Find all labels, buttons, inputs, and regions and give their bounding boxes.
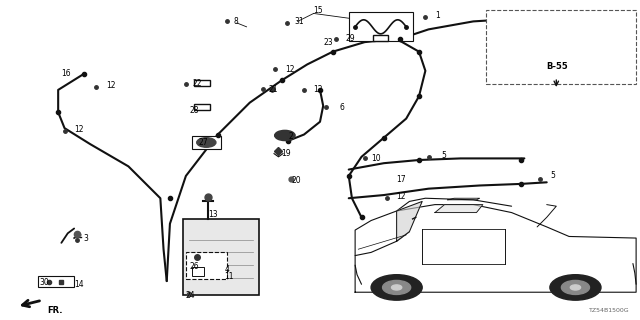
Text: B-55: B-55	[547, 62, 568, 71]
Text: 14: 14	[74, 280, 84, 289]
Circle shape	[275, 130, 295, 140]
Text: 28: 28	[189, 106, 198, 115]
Text: 12: 12	[397, 192, 406, 201]
Text: 26: 26	[189, 262, 198, 271]
Text: 4: 4	[224, 265, 229, 275]
Text: 16: 16	[61, 69, 71, 78]
Circle shape	[550, 275, 601, 300]
Text: 19: 19	[282, 149, 291, 158]
Circle shape	[196, 138, 216, 147]
Circle shape	[561, 280, 589, 294]
Text: FR.: FR.	[47, 306, 63, 315]
Text: 6: 6	[339, 103, 344, 112]
Circle shape	[570, 285, 580, 290]
Bar	[192, 136, 221, 149]
Text: 3: 3	[84, 234, 88, 243]
Bar	[486, 10, 636, 84]
Text: 12: 12	[314, 85, 323, 94]
Bar	[349, 12, 413, 41]
Circle shape	[371, 275, 422, 300]
Text: 5: 5	[550, 172, 555, 180]
Bar	[38, 276, 74, 287]
Bar	[194, 80, 209, 86]
Text: 27: 27	[198, 138, 208, 147]
Bar	[194, 104, 209, 110]
Text: 12: 12	[74, 125, 84, 134]
Text: 8: 8	[234, 17, 239, 26]
Text: 30: 30	[39, 278, 49, 287]
Text: 2: 2	[288, 132, 293, 140]
Text: 21: 21	[269, 85, 278, 94]
Text: 31: 31	[294, 17, 304, 26]
Text: TZ54B1500G: TZ54B1500G	[589, 308, 630, 313]
Text: 13: 13	[208, 210, 218, 219]
Text: 17: 17	[397, 175, 406, 184]
Text: 23: 23	[323, 38, 333, 47]
Text: 22: 22	[192, 79, 202, 88]
Text: 12: 12	[106, 81, 116, 90]
Text: 15: 15	[314, 6, 323, 15]
Circle shape	[383, 280, 411, 294]
Polygon shape	[397, 201, 422, 241]
Polygon shape	[435, 204, 483, 212]
Text: 20: 20	[291, 176, 301, 185]
Bar	[182, 219, 259, 295]
Text: 11: 11	[224, 272, 234, 281]
Bar	[192, 268, 204, 276]
Text: 5: 5	[442, 151, 446, 160]
Bar	[373, 36, 388, 41]
Bar	[186, 252, 227, 279]
Text: 29: 29	[346, 35, 355, 44]
Text: 12: 12	[285, 65, 294, 74]
Text: 1: 1	[435, 11, 440, 20]
Text: 10: 10	[371, 154, 381, 163]
Polygon shape	[355, 204, 636, 292]
Circle shape	[392, 285, 402, 290]
Text: 24: 24	[186, 291, 195, 300]
